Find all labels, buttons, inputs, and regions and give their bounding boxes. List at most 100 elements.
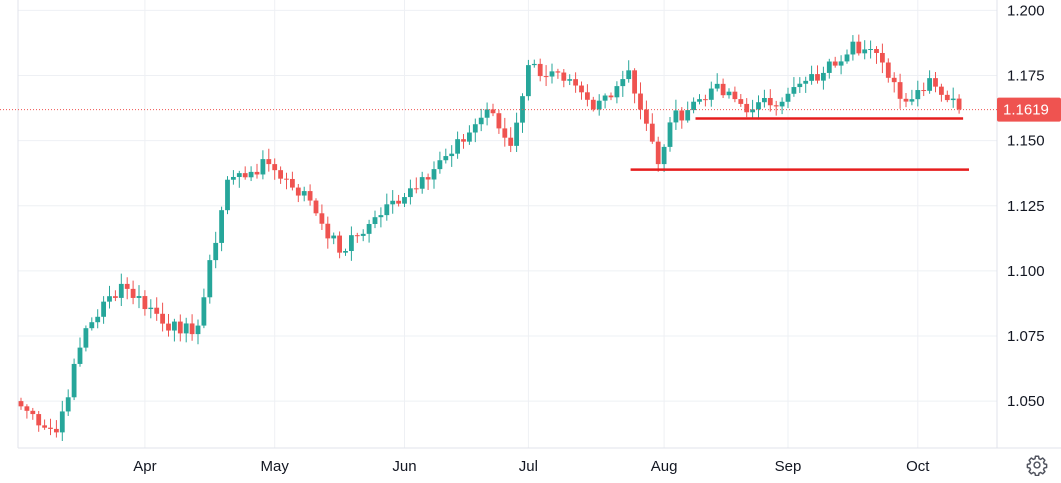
candle-up bbox=[349, 235, 354, 252]
candle-down bbox=[679, 110, 685, 121]
candle-up bbox=[59, 411, 65, 433]
candle-up bbox=[927, 78, 932, 91]
candle-up bbox=[697, 99, 702, 102]
candle-up bbox=[484, 109, 490, 118]
candle-up bbox=[756, 102, 761, 110]
support-lines bbox=[630, 117, 969, 171]
candle-up bbox=[118, 283, 124, 298]
candle-up bbox=[201, 297, 207, 326]
candle-down bbox=[130, 288, 136, 298]
candle-up bbox=[750, 109, 755, 113]
candle-down bbox=[502, 128, 508, 138]
candle-up bbox=[343, 251, 348, 253]
x-tick-label: Oct bbox=[906, 458, 930, 475]
candle-down bbox=[956, 98, 962, 110]
candle-up bbox=[950, 98, 956, 101]
candle-up bbox=[172, 321, 177, 331]
candle-down bbox=[933, 78, 938, 87]
gear-icon bbox=[1026, 455, 1048, 476]
candle-down bbox=[313, 200, 319, 214]
candle-down bbox=[608, 95, 614, 98]
candle-up bbox=[467, 132, 472, 142]
y-tick-label: 1.075 bbox=[1007, 328, 1045, 345]
candle-up bbox=[614, 86, 620, 98]
candle-up bbox=[472, 124, 478, 133]
candle-down bbox=[254, 171, 260, 175]
candle-down bbox=[307, 191, 313, 201]
candle-down bbox=[154, 307, 160, 314]
candle-up bbox=[809, 74, 814, 81]
candle-up bbox=[390, 200, 396, 205]
candle-up bbox=[862, 49, 868, 54]
candle-down bbox=[921, 90, 927, 92]
candle-down bbox=[54, 428, 59, 433]
y-tick-label: 1.100 bbox=[1007, 263, 1045, 280]
candle-down bbox=[891, 77, 897, 83]
candle-down bbox=[555, 71, 561, 73]
candle-down bbox=[189, 323, 195, 335]
candle-down bbox=[856, 41, 862, 54]
candle-up bbox=[602, 95, 608, 101]
candle-down bbox=[325, 223, 331, 239]
candle-down bbox=[579, 85, 584, 93]
candle-up bbox=[195, 325, 201, 335]
candle-down bbox=[290, 178, 295, 188]
candle-down bbox=[496, 113, 502, 129]
x-tick-label: Jul bbox=[519, 458, 538, 475]
candle-down bbox=[638, 93, 643, 110]
candle-up bbox=[803, 80, 809, 84]
candle-down bbox=[644, 109, 649, 124]
candle-up bbox=[620, 79, 626, 87]
candle-up bbox=[915, 90, 921, 100]
candle-up bbox=[449, 153, 455, 157]
candle-down bbox=[944, 94, 950, 101]
candle-up bbox=[136, 296, 142, 298]
candle-up bbox=[419, 177, 425, 189]
candle-up bbox=[762, 97, 767, 103]
candle-down bbox=[461, 139, 466, 142]
candle-down bbox=[720, 83, 726, 96]
candle-down bbox=[903, 98, 909, 102]
candle-up bbox=[838, 61, 844, 66]
candle-up bbox=[402, 197, 407, 204]
candle-up bbox=[331, 235, 337, 239]
candle-up bbox=[366, 224, 372, 234]
candle-down bbox=[278, 170, 283, 179]
candle-down bbox=[354, 235, 360, 237]
candle-up bbox=[360, 233, 366, 236]
candle-down bbox=[767, 97, 773, 106]
candle-down bbox=[573, 79, 578, 86]
candle-up bbox=[372, 217, 378, 224]
candle-up bbox=[101, 301, 106, 317]
candle-up bbox=[207, 260, 213, 298]
candle-down bbox=[897, 82, 903, 99]
candle-up bbox=[107, 296, 112, 302]
candle-down bbox=[113, 296, 118, 298]
settings-button[interactable] bbox=[1024, 452, 1050, 478]
y-tick-label: 1.175 bbox=[1007, 68, 1045, 85]
candle-up bbox=[626, 70, 632, 80]
candle-up bbox=[83, 328, 89, 348]
candle-down bbox=[36, 414, 42, 426]
candle-up bbox=[65, 397, 71, 412]
candle-up bbox=[821, 72, 826, 81]
candle-down bbox=[266, 159, 272, 165]
y-tick-label: 1.125 bbox=[1007, 198, 1045, 215]
candle-up bbox=[791, 87, 797, 94]
candle-down bbox=[124, 283, 130, 289]
candle-up bbox=[526, 65, 531, 97]
candle-up bbox=[478, 117, 484, 125]
candle-down bbox=[337, 235, 342, 253]
candle-up bbox=[785, 93, 791, 102]
candle-up bbox=[667, 122, 673, 147]
candle-up bbox=[455, 139, 460, 154]
candle-down bbox=[632, 70, 637, 94]
candle-up bbox=[301, 191, 307, 196]
candle-up bbox=[779, 101, 785, 107]
candle-down bbox=[18, 401, 24, 407]
candle-down bbox=[396, 200, 401, 204]
candle-up bbox=[378, 215, 384, 218]
candle-down bbox=[703, 99, 708, 101]
